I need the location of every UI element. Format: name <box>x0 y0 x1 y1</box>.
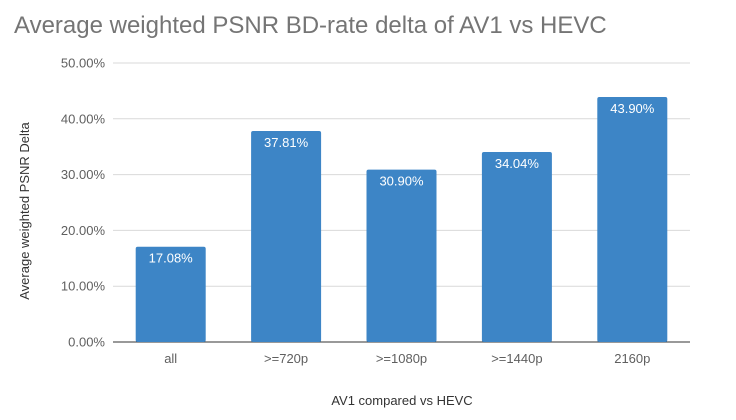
x-tick-label: >=1440p <box>491 351 542 366</box>
x-tick-label: all <box>164 351 177 366</box>
x-axis-ticks: all >=720p >=1080p >=1440p 2160p <box>164 351 650 366</box>
y-tick-label: 50.00% <box>61 56 106 71</box>
bar <box>366 169 437 342</box>
bar <box>251 131 322 342</box>
bar-value-label: 34.04% <box>495 156 540 171</box>
y-tick-label: 10.00% <box>61 279 106 294</box>
x-tick-label: 2160p <box>614 351 650 366</box>
y-tick-label: 40.00% <box>61 111 106 126</box>
y-axis-ticks: 0.00% 10.00% 20.00% 30.00% 40.00% 50.00% <box>61 56 106 350</box>
y-tick-label: 30.00% <box>61 167 106 182</box>
x-tick-label: >=720p <box>264 351 308 366</box>
chart-title: Average weighted PSNR BD-rate delta of A… <box>14 12 607 39</box>
bar-value-label: 43.90% <box>610 101 655 116</box>
y-axis-title: Average weighted PSNR Delta <box>17 121 32 299</box>
x-axis-title: AV1 compared vs HEVC <box>331 393 472 408</box>
bar <box>597 97 668 343</box>
bar <box>481 152 552 342</box>
bar <box>135 246 206 342</box>
bar-value-label: 17.08% <box>149 251 194 266</box>
x-tick-label: >=1080p <box>376 351 427 366</box>
bars: 17.08% 37.81% 30.90% 34.04% 43.90% <box>135 97 668 343</box>
bar-value-label: 37.81% <box>264 135 309 150</box>
y-tick-label: 20.00% <box>61 223 106 238</box>
y-tick-label: 0.00% <box>68 335 105 350</box>
bar-value-label: 30.90% <box>379 174 424 189</box>
